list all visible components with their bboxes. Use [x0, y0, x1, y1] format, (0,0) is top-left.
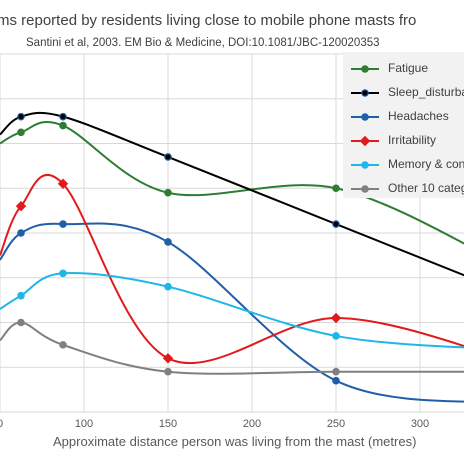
data-point-2-3 [164, 238, 172, 246]
data-point-3-4 [330, 312, 342, 324]
legend-marker [361, 113, 369, 121]
data-point-4-3 [164, 282, 172, 291]
data-point-1-4 [332, 220, 340, 228]
series-line-2 [0, 222, 464, 403]
series-line-5 [0, 321, 464, 375]
data-point-0-2 [59, 121, 67, 130]
x-tick-label: 150 [159, 418, 177, 430]
data-point-4-1 [17, 291, 25, 300]
legend-swatch [351, 161, 379, 169]
data-point-0-4 [332, 184, 340, 193]
data-point-2-4 [332, 376, 340, 385]
data-point-1-3 [164, 153, 172, 161]
data-point-3-1 [15, 200, 27, 212]
data-point-2-1 [17, 229, 25, 237]
legend-swatch [351, 89, 379, 97]
legend-item: Other 10 categories [343, 177, 464, 198]
legend-item: Headaches [343, 105, 464, 129]
x-tick-label: 300 [411, 418, 429, 430]
legend-swatch [351, 65, 379, 73]
x-tick-label: 200 [243, 418, 261, 430]
data-point-4-2 [59, 269, 67, 278]
legend-item: Memory & concentration [343, 153, 464, 177]
x-tick-label: 0 [0, 418, 3, 430]
data-point-0-1 [17, 128, 25, 137]
legend-label: Sleep_disturbance [388, 85, 464, 99]
legend-marker [361, 185, 369, 193]
x-tick-label: 100 [75, 418, 93, 430]
legend-item: Fatigue [343, 57, 464, 81]
data-point-5-4 [332, 367, 340, 376]
data-point-1-2 [59, 112, 67, 121]
legend-label: Fatigue [388, 61, 429, 75]
legend-label: Irritability [388, 133, 437, 147]
data-point-0-3 [164, 188, 172, 197]
data-point-5-1 [17, 318, 25, 327]
legend-label: Other 10 categories [388, 181, 464, 195]
legend-marker [361, 89, 369, 97]
chart-legend: Fatigue Sleep_disturbance Headaches Irritab… [343, 52, 464, 198]
legend-swatch [351, 185, 379, 193]
data-point-5-2 [59, 341, 67, 349]
data-point-4-4 [332, 332, 340, 340]
legend-marker [361, 65, 369, 73]
data-point-1-1 [17, 112, 25, 121]
legend-item: Irritability [343, 129, 464, 153]
series-line-4 [0, 272, 464, 349]
legend-label: Headaches [388, 109, 449, 123]
data-point-5-3 [164, 367, 172, 376]
legend-swatch [351, 135, 379, 147]
legend-item: Sleep_disturbance [343, 81, 464, 105]
x-tick-label: 250 [327, 418, 345, 430]
legend-label: Memory & concentration [388, 157, 464, 171]
legend-marker [359, 135, 371, 147]
data-point-2-2 [59, 220, 67, 228]
series-line-3 [0, 174, 464, 365]
data-point-3-2 [57, 178, 69, 189]
legend-marker [361, 161, 369, 169]
data-point-3-3 [162, 353, 174, 364]
legend-swatch [351, 113, 379, 121]
